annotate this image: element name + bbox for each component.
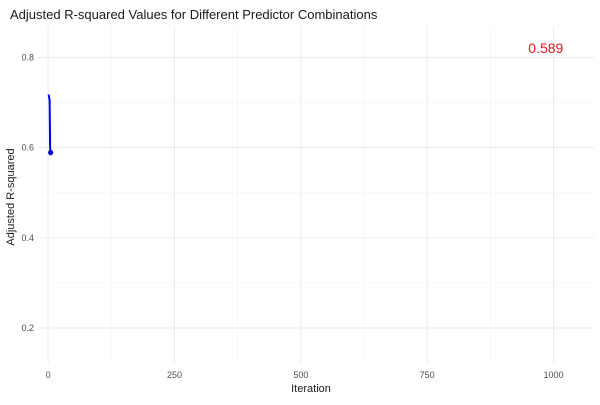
chart-title: Adjusted R-squared Values for Different … [10, 7, 378, 22]
x-tick-label: 750 [420, 370, 435, 380]
x-tick-label: 1000 [544, 370, 564, 380]
series-layer [47, 94, 54, 156]
series-line [47, 94, 52, 153]
highlight-point [48, 150, 54, 156]
y-tick-label: 0.4 [21, 233, 34, 243]
y-tick-label: 0.6 [21, 143, 34, 153]
y-tick-label: 0.8 [21, 53, 34, 63]
grid-layer [38, 26, 594, 364]
y-axis-ticks: 0.2 0.4 0.6 0.8 [21, 53, 34, 333]
x-axis-title: Iteration [291, 383, 331, 395]
x-axis-ticks: 0 250 500 750 1000 [46, 370, 564, 380]
y-tick-label: 0.2 [21, 323, 34, 333]
x-tick-label: 500 [293, 370, 308, 380]
x-tick-label: 0 [46, 370, 51, 380]
x-tick-label: 250 [167, 370, 182, 380]
y-axis-title: Adjusted R-squared [5, 148, 17, 245]
value-annotation: 0.589 [528, 40, 563, 56]
